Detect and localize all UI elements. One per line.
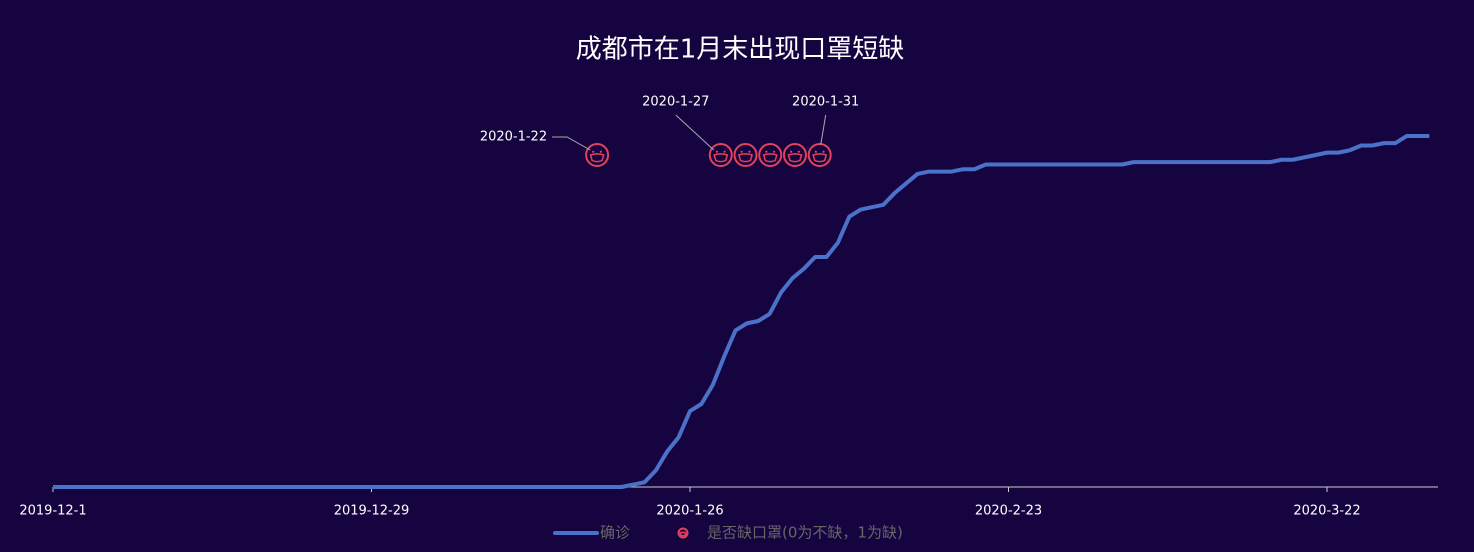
legend-label: 确诊 (600, 524, 630, 542)
mask-eye (684, 531, 686, 533)
annotation: 2020-1-31 (792, 95, 859, 110)
mask-eye (715, 150, 719, 153)
mask-cloth (679, 531, 687, 537)
annotation: 2020-1-22 (480, 130, 547, 145)
legend-label: 是否缺口罩(0为不缺，1为缺) (707, 524, 903, 542)
mask-eye (680, 531, 682, 533)
mask-marker (585, 143, 610, 167)
x-tick-label: 2019-12-1 (19, 504, 86, 519)
mask-eye (814, 150, 817, 153)
mask-face (733, 143, 758, 167)
annotation-leader (675, 114, 715, 151)
mask-face (708, 143, 733, 167)
mask-eye (723, 150, 726, 153)
x-tick-label: 2020-2-23 (975, 504, 1042, 519)
line-series (53, 134, 1430, 489)
mask-marker (708, 143, 733, 167)
annotation: 2020-1-27 (642, 95, 709, 110)
mask-eye (822, 150, 825, 153)
mask-eye (740, 150, 743, 153)
mask-face (677, 527, 689, 539)
mask-marker (782, 143, 807, 167)
x-tick-label: 2020-3-22 (1293, 504, 1360, 519)
mask-eye (797, 150, 800, 153)
x-tick-label: 2020-1-26 (656, 504, 723, 519)
mask-marker (733, 143, 758, 167)
mask-cloth (762, 153, 778, 163)
mask-cloth (787, 153, 803, 163)
mask-eye (790, 150, 793, 153)
mask-cloth (812, 153, 828, 163)
mask-cloth (713, 153, 729, 163)
mask-eye (772, 150, 776, 153)
mask-eye (599, 150, 603, 153)
mask-cloth (737, 153, 754, 163)
mask-face (585, 143, 610, 167)
mask-marker (758, 143, 783, 167)
legend-swatch (677, 527, 689, 539)
mask-face (807, 143, 832, 167)
x-tick-label: 2019-12-29 (334, 504, 410, 519)
mask-marker (807, 143, 832, 167)
mask-face (758, 143, 783, 167)
annotation-leader (820, 114, 827, 146)
mask-eye (592, 150, 595, 153)
mask-eye (765, 150, 768, 153)
mask-eye (748, 150, 751, 153)
mask-cloth (589, 153, 605, 163)
annotation-leader (552, 136, 591, 151)
mask-face (782, 143, 807, 167)
chart-title: 成都市在1月末出现口罩短缺 (576, 35, 905, 65)
